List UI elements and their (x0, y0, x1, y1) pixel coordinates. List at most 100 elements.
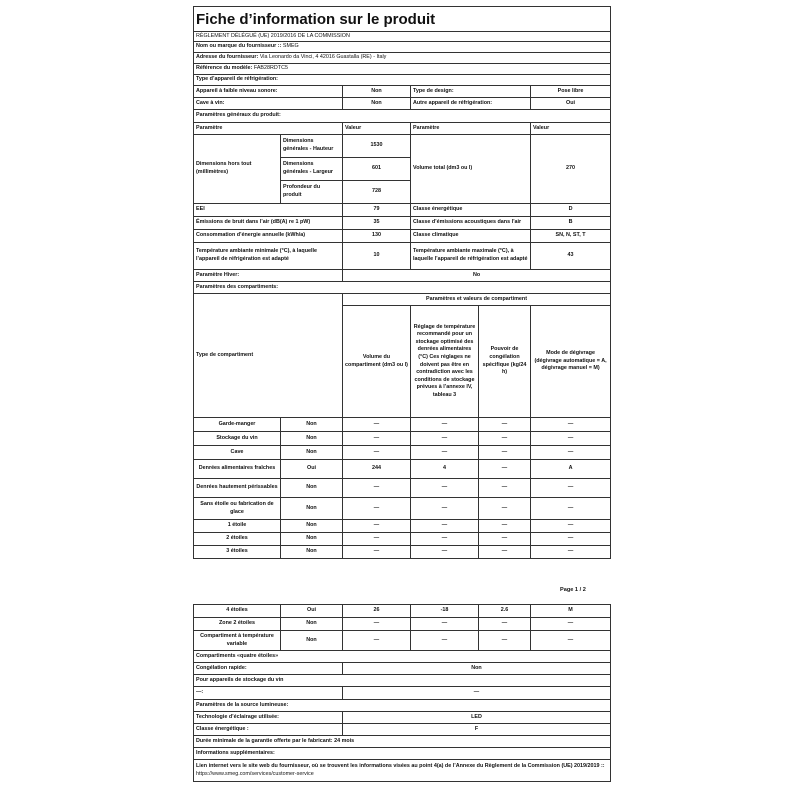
compartment-defrost: A (529, 459, 612, 479)
compartment-group-header: Paramètres et valeurs de compartiment (341, 293, 612, 306)
compartment-freeze: — (478, 478, 531, 498)
tmax-value: 43 (529, 242, 612, 270)
energy-class-value: D (529, 203, 612, 217)
compartment-volume: — (342, 532, 411, 546)
noise-class-label: Classe d’émissions acoustiques dans l’ai… (410, 216, 531, 230)
compartment-row: Compartiment à température variable Non — —… (193, 630, 611, 651)
compartment-present: Non (280, 445, 343, 460)
height-label: Dimensions générales - Hauteur (280, 134, 343, 158)
compartment-present: Non (280, 478, 343, 498)
compartment-volume: — (342, 519, 411, 533)
consumption-value: 130 (342, 229, 411, 243)
compartment-defrost: — (529, 417, 612, 432)
compartment-name: 3 étoiles (193, 545, 281, 559)
compartment-temp: — (410, 617, 479, 631)
compartment-freeze: — (478, 545, 531, 559)
compartment-volume: — (342, 617, 411, 631)
compartment-volume: — (342, 478, 411, 498)
compartment-defrost: — (530, 630, 611, 651)
compartment-name: Denrées hautement périssables (193, 478, 281, 498)
climate-label: Classe climatique (410, 229, 531, 243)
light-heading: Paramètres de la source lumineuse: (193, 699, 611, 712)
compartment-present: Non (280, 630, 343, 651)
col-temp: Réglage de température recommandé pour u… (410, 305, 479, 418)
general-heading: Paramètres généraux du produit: (192, 109, 612, 123)
page-title: Fiche d’information sur le produit (192, 6, 612, 32)
col-param: Paramètre (193, 122, 343, 135)
consumption-label: Consommation d’énergie annuelle (kWh/a) (193, 229, 343, 243)
col-freeze: Pouvoir de congélation spécifique (kg/24… (478, 305, 531, 418)
compartment-defrost: M (530, 604, 611, 618)
col-param: Paramètre (410, 122, 531, 135)
supplier-name: Nom ou marque du fournisseur :: SMEG (192, 41, 612, 53)
fast-freeze-label: Congélation rapide: (193, 662, 343, 675)
design-value: Pose libre (529, 85, 612, 98)
compartment-row: 4 étoiles Oui 26 -18 2.6 M (193, 604, 611, 618)
compartment-temp: — (410, 431, 479, 446)
compartment-present: Non (280, 545, 343, 559)
design-label: Type de design: (410, 85, 531, 98)
wine-storage-value: — (342, 686, 611, 700)
climate-value: SN, N, ST, T (529, 229, 612, 243)
compartment-row: Cave Non — — — — (193, 445, 612, 460)
other-label: Autre appareil de réfrigération: (410, 97, 531, 110)
compartment-name: Stockage du vin (193, 431, 281, 446)
compartment-row: 1 étoile Non — — — — (193, 519, 612, 533)
compartment-freeze: 2.6 (478, 604, 531, 618)
compartment-defrost: — (529, 431, 612, 446)
compartment-present: Oui (280, 459, 343, 479)
compartment-defrost: — (529, 445, 612, 460)
compartment-temp: — (410, 519, 479, 533)
light-tech-label: Technologie d’éclairage utilisée: (193, 711, 343, 724)
compartment-present: Non (280, 497, 343, 520)
compartment-row: Denrées hautement périssables Non — — — — (193, 478, 612, 498)
compartment-defrost: — (529, 545, 612, 559)
compartment-volume: 26 (342, 604, 411, 618)
compartment-name: Sans étoile ou fabrication de glace (193, 497, 281, 520)
supplier-link[interactable]: https://www.smeg.com/services/customer-s… (196, 770, 314, 777)
compartment-temp: — (410, 417, 479, 432)
compartment-freeze: — (478, 417, 531, 432)
compartment-name: Denrées alimentaires fraîches (193, 459, 281, 479)
compartment-defrost: — (529, 497, 612, 520)
compartment-present: Non (280, 532, 343, 546)
appliance-type-heading: Type d’appareil de réfrigération: (192, 74, 612, 86)
compartment-temp: — (410, 497, 479, 520)
compartment-name: 4 étoiles (193, 604, 281, 618)
compartment-freeze: — (478, 532, 531, 546)
volume-label: Volume total (dm3 ou l) (410, 134, 531, 204)
four-star-heading: Compartiments «quatre étoiles» (193, 650, 611, 663)
compartment-present: Non (280, 431, 343, 446)
compartment-row: 3 étoiles Non — — — — (193, 545, 612, 559)
eei-label: EEI (193, 203, 343, 217)
col-value: Valeur (342, 122, 411, 135)
compartment-temp: -18 (410, 604, 479, 618)
height-value: 1530 (342, 134, 411, 158)
compartment-temp: — (410, 445, 479, 460)
col-volume: Volume du compartiment (dm3 ou l) (342, 305, 411, 418)
compartment-freeze: — (478, 431, 531, 446)
compartment-name: Zone 2 étoiles (193, 617, 281, 631)
noise-value: 35 (342, 216, 411, 230)
tmin-label: Température ambiante minimale (°C), à la… (193, 242, 343, 270)
compartment-temp: — (410, 630, 479, 651)
compartment-volume: — (342, 545, 411, 559)
other-value: Oui (529, 97, 612, 110)
compartment-defrost: — (529, 519, 612, 533)
compartment-defrost: — (529, 532, 612, 546)
compartment-defrost: — (529, 478, 612, 498)
tmin-value: 10 (342, 242, 411, 270)
compartment-freeze: — (478, 459, 531, 479)
col-value: Valeur (529, 122, 612, 135)
fast-freeze-value: Non (342, 662, 611, 675)
col-defrost: Mode de dégivrage (dégivrage automatique… (529, 305, 612, 418)
compartment-present: Non (280, 519, 343, 533)
depth-value: 728 (342, 180, 411, 204)
compartment-temp: 4 (410, 459, 479, 479)
product-info-table-page-2: 4 étoiles Oui 26 -18 2.6 M Zone 2 étoiles Non — —… (193, 604, 611, 782)
width-label: Dimensions générales - Largeur (280, 157, 343, 181)
dimensions-label: Dimensions hors tout (millimètres) (193, 134, 281, 204)
product-info-table-page-1: Fiche d’information sur le produit RÈGLE… (192, 6, 612, 559)
compartment-freeze: — (478, 519, 531, 533)
compartment-row: Sans étoile ou fabrication de glace Non — —… (193, 497, 612, 520)
